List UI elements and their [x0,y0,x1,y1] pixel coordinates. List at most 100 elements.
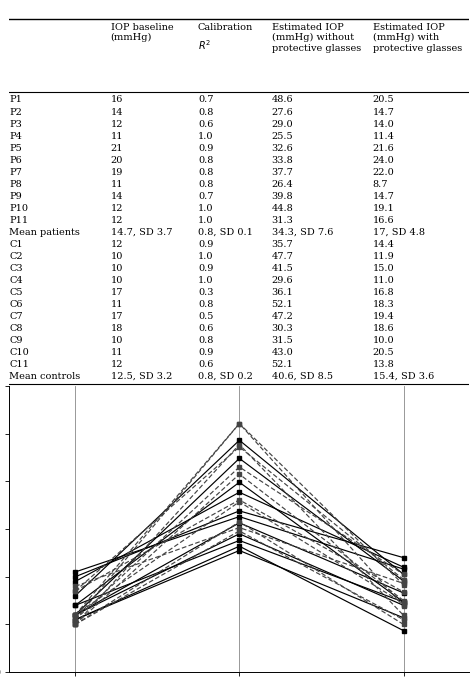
Text: 52.1: 52.1 [272,300,293,309]
Text: Estimated IOP
(mmHg) without
protective glasses: Estimated IOP (mmHg) without protective … [272,23,361,53]
Text: 40.6, SD 8.5: 40.6, SD 8.5 [272,372,333,381]
Text: 31.3: 31.3 [272,216,293,225]
Text: 1.0: 1.0 [198,204,213,213]
Text: 10: 10 [110,276,123,285]
Text: 12.5, SD 3.2: 12.5, SD 3.2 [110,372,172,381]
Text: IOP baseline
(mmHg): IOP baseline (mmHg) [110,23,173,42]
Text: 0.8, SD 0.2: 0.8, SD 0.2 [198,372,253,381]
Text: 41.5: 41.5 [272,263,293,273]
Text: 8.7: 8.7 [373,180,388,189]
Text: 20.5: 20.5 [373,348,394,357]
Text: 17: 17 [110,288,123,297]
Text: P3: P3 [9,120,22,128]
Text: 10.0: 10.0 [373,336,394,345]
Text: 10: 10 [110,252,123,261]
Text: C9: C9 [9,336,23,345]
Text: 11: 11 [110,300,123,309]
Text: 12: 12 [110,360,123,369]
Text: 29.0: 29.0 [272,120,293,128]
Text: 14.7, SD 3.7: 14.7, SD 3.7 [110,227,172,237]
Text: 0.9: 0.9 [198,348,213,357]
Text: Mean controls: Mean controls [9,372,81,381]
Text: 1.0: 1.0 [198,276,213,285]
Text: 0.6: 0.6 [198,360,213,369]
Text: 47.2: 47.2 [272,312,293,321]
Text: 19: 19 [110,168,123,177]
Text: 15.4, SD 3.6: 15.4, SD 3.6 [373,372,434,381]
Text: C4: C4 [9,276,23,285]
Text: P4: P4 [9,132,22,141]
Text: P8: P8 [9,180,22,189]
Text: C7: C7 [9,312,23,321]
Text: 0.8: 0.8 [198,168,213,177]
Text: 43.0: 43.0 [272,348,293,357]
Text: 12: 12 [110,120,123,128]
Text: P7: P7 [9,168,22,177]
Text: 20: 20 [110,155,123,164]
Text: 47.7: 47.7 [272,252,293,261]
Text: C1: C1 [9,240,23,249]
Text: 29.6: 29.6 [272,276,293,285]
Text: 18: 18 [110,324,123,333]
Text: P11: P11 [9,216,28,225]
Text: 0.8: 0.8 [198,107,213,117]
Text: 0.9: 0.9 [198,143,213,153]
Text: 44.8: 44.8 [272,204,293,213]
Text: P1: P1 [9,96,22,105]
Text: C5: C5 [9,288,23,297]
Text: 14.0: 14.0 [373,120,394,128]
Text: 36.1: 36.1 [272,288,293,297]
Text: 16: 16 [110,96,123,105]
Text: 35.7: 35.7 [272,240,293,249]
Text: 11: 11 [110,180,123,189]
Text: 17: 17 [110,312,123,321]
Text: 32.6: 32.6 [272,143,293,153]
Text: 15.0: 15.0 [373,263,394,273]
Text: 13.8: 13.8 [373,360,394,369]
Text: 0.6: 0.6 [198,324,213,333]
Text: $R^2$: $R^2$ [198,38,211,52]
Text: 37.7: 37.7 [272,168,293,177]
Text: 1.0: 1.0 [198,132,213,141]
Text: 0.6: 0.6 [198,120,213,128]
Text: 25.5: 25.5 [272,132,293,141]
Text: 22.0: 22.0 [373,168,394,177]
Text: 11: 11 [110,348,123,357]
Text: C10: C10 [9,348,29,357]
Text: 26.4: 26.4 [272,180,293,189]
Text: 1.0: 1.0 [198,252,213,261]
Text: 16.8: 16.8 [373,288,394,297]
Text: P6: P6 [9,155,22,164]
Text: 12: 12 [110,204,123,213]
Text: 27.6: 27.6 [272,107,293,117]
Text: 24.0: 24.0 [373,155,394,164]
Text: 31.5: 31.5 [272,336,293,345]
Text: 11: 11 [110,132,123,141]
Text: 14.7: 14.7 [373,191,394,201]
Text: 11.9: 11.9 [373,252,394,261]
Text: Estimated IOP
(mmHg) with
protective glasses: Estimated IOP (mmHg) with protective gla… [373,23,462,53]
Text: 0.9: 0.9 [198,263,213,273]
Text: 48.6: 48.6 [272,96,293,105]
Text: 21.6: 21.6 [373,143,394,153]
Text: 0.7: 0.7 [198,96,213,105]
Text: 39.8: 39.8 [272,191,293,201]
Text: 0.3: 0.3 [198,288,213,297]
Text: 52.1: 52.1 [272,360,293,369]
Text: C8: C8 [9,324,23,333]
Text: 17, SD 4.8: 17, SD 4.8 [373,227,425,237]
Text: 16.6: 16.6 [373,216,394,225]
Text: 14: 14 [110,191,123,201]
Text: 19.1: 19.1 [373,204,394,213]
Text: 14.7: 14.7 [373,107,394,117]
Text: 0.9: 0.9 [198,240,213,249]
Text: 18.3: 18.3 [373,300,394,309]
Text: 30.3: 30.3 [272,324,293,333]
Text: 0.7: 0.7 [198,191,213,201]
Text: 0.8: 0.8 [198,300,213,309]
Text: 0.8: 0.8 [198,336,213,345]
Text: 20.5: 20.5 [373,96,394,105]
Text: 0.8: 0.8 [198,180,213,189]
Text: 19.4: 19.4 [373,312,394,321]
Text: 1.0: 1.0 [198,216,213,225]
